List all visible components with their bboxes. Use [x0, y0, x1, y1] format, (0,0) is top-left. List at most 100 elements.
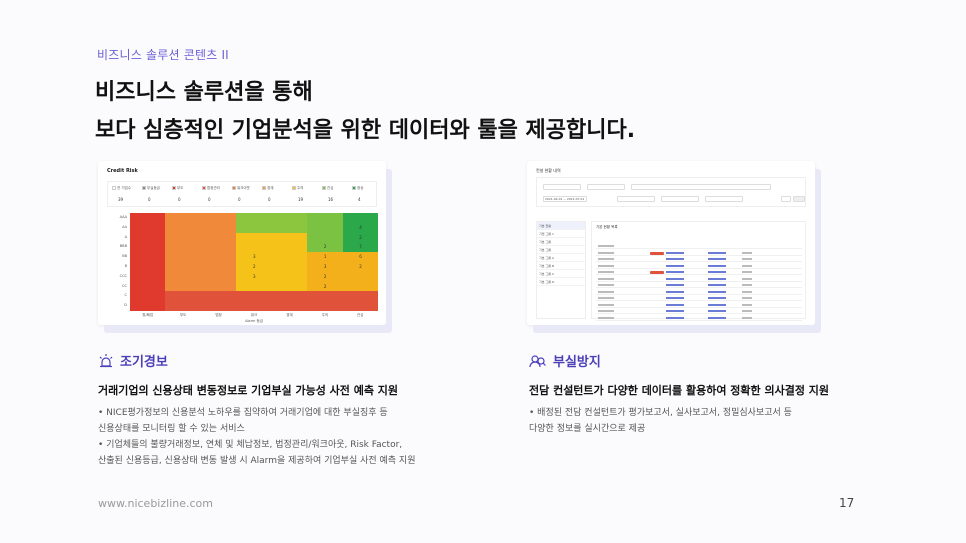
grade-label: CC [122, 283, 127, 288]
heatmap-cell [200, 252, 237, 263]
cell-date [598, 303, 614, 306]
heatmap-cell [165, 242, 202, 253]
legend-item: 정상 [352, 186, 363, 191]
heatmap-cell [200, 242, 237, 253]
heatmap-cell [200, 232, 237, 243]
company-link [666, 264, 684, 267]
heatmap-cell [130, 252, 166, 263]
company-link [666, 277, 684, 280]
table-row [596, 261, 802, 262]
legend-count: 39 [118, 197, 124, 202]
cell-text [742, 271, 752, 273]
legend-label: 부도 [177, 186, 184, 190]
table-row [596, 287, 802, 288]
filter-select [617, 196, 655, 202]
grade-label: C [124, 293, 127, 298]
report-link [708, 316, 726, 319]
heatmap-cell [342, 301, 379, 312]
heatmap-value: 3 [253, 254, 256, 260]
cell-text [742, 297, 752, 299]
table-row [596, 293, 802, 295]
consulting-screenshot: 컨설 현황 내역 2021-04-01 ~ 2021-07-01 기본 현황 기업… [527, 161, 815, 325]
filter-search [631, 184, 771, 190]
heatmap-cell [307, 291, 343, 302]
heatmap-cell [165, 213, 202, 224]
cell-date [598, 258, 614, 260]
heatmap-cell [165, 271, 202, 282]
early-warning-title: 조기경보 [120, 355, 168, 370]
table-row [596, 319, 802, 321]
legend-swatch [172, 186, 176, 190]
heatmap-value: 4 [359, 224, 362, 230]
heatmap-cell [271, 301, 308, 312]
table-row [596, 254, 802, 256]
status-badge [650, 251, 664, 255]
legend-swatch [292, 186, 296, 190]
legend-count: 0 [238, 197, 241, 202]
cell-date [598, 297, 614, 299]
heatmap-cell [165, 232, 202, 243]
default-prevention-bullets: • 배정된 전담 컨설턴트가 평가보고서, 실사보고서, 정밀심사보고서 등 다… [529, 405, 792, 437]
heatmap-cell [200, 222, 237, 233]
heatmap-cell [130, 271, 166, 282]
credit-risk-title: Credit Risk [107, 168, 138, 174]
cell-date [598, 271, 614, 273]
heatmap-cell [307, 222, 343, 233]
legend-swatch [232, 186, 236, 190]
page-number: 17 [839, 496, 855, 510]
report-link [708, 284, 726, 286]
heatmap-cell [130, 301, 166, 312]
result-table: 기본 현황 목록 [591, 221, 806, 321]
heatmap-cell [271, 242, 308, 253]
cell-date [598, 290, 614, 293]
date-range-field: 2021-04-01 ~ 2021-07-01 [543, 196, 587, 202]
heatmap-cell [307, 242, 343, 253]
bullet-line: 신용상태를 모니터링 할 수 있는 서비스 [98, 424, 245, 434]
title-line-2: 보다 심층적인 기업분석을 위한 데이터와 툴을 제공합니다. [95, 118, 636, 143]
heatmap-cell [200, 301, 237, 312]
heatmap-cell [271, 252, 308, 263]
heatmap-cell [307, 271, 343, 282]
legend-label: 법정관리 [207, 186, 220, 190]
legend-swatch [352, 186, 356, 190]
sidebar-list: 기본 현황 기업 그룹 1 기본 그룹 기본 그룹 기본 그룹 A 기본 그룹 B 기본 그… [536, 221, 586, 319]
footer-url[interactable]: www.nicebizline.com [98, 497, 213, 510]
cell-text [742, 303, 752, 306]
bullet-line: 다양한 정보를 실시간으로 제공 [529, 424, 646, 434]
heatmap-cell [307, 301, 343, 312]
column-label: 부도 [179, 313, 187, 317]
bullet-line: • 배정된 전담 컨설턴트가 평가보고서, 실사보고서, 정밀심사보고서 등 [529, 408, 792, 418]
company-link [666, 297, 684, 299]
heatmap-cell [130, 242, 166, 253]
sidebar-item: 기본 그룹 D [537, 278, 585, 286]
heatmap-cell [307, 262, 343, 273]
sidebar-item: 기업 그룹 1 [537, 230, 585, 238]
legend-item: 전 기업수 [112, 186, 131, 191]
default-prevention-subtitle: 전담 컨설턴트가 다양한 데이터를 활용하여 정확한 의사결정 지원 [529, 384, 830, 397]
company-link [666, 290, 684, 293]
cell-date [598, 251, 614, 254]
heatmap-cell [130, 281, 166, 292]
legend-label: 관심 [327, 186, 334, 190]
status-badge [650, 271, 664, 274]
cell-text [742, 316, 752, 319]
legend-count: 0 [148, 197, 151, 202]
legend-count: 0 [268, 197, 271, 202]
heatmap-cell [236, 281, 272, 292]
company-link [666, 258, 684, 260]
search-button [793, 196, 805, 202]
heatmap-cell [236, 252, 272, 263]
legend-item: 법정관리 [202, 186, 220, 191]
legend-count: 0 [178, 197, 181, 202]
company-link [666, 316, 684, 319]
sidebar-item: 기본 현황 [537, 222, 585, 230]
company-link [666, 284, 684, 286]
risk-heatmap: 4 2 2 7 3 1 6 2 3 2 3 2 2 [130, 213, 379, 312]
heatmap-cell [342, 271, 379, 282]
legend-swatch [112, 186, 116, 190]
column-label: 관심 [357, 313, 364, 317]
sidebar-item: 기본 그룹 C [537, 270, 585, 278]
default-prevention-heading: 부실방지 [529, 351, 601, 370]
heatmap-cell [307, 252, 343, 263]
legend-swatch [202, 186, 206, 190]
